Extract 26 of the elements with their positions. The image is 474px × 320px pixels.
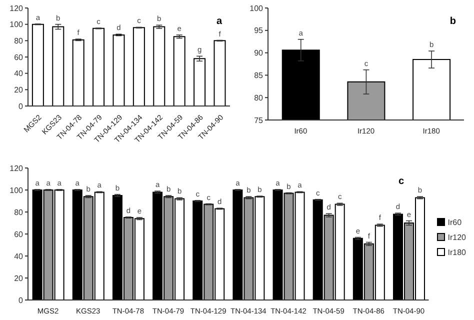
y-tick-label: 40 bbox=[14, 252, 24, 261]
y-tick-label: 80 bbox=[14, 208, 24, 217]
y-tick-label: 60 bbox=[14, 230, 24, 239]
y-tick-label: 20 bbox=[14, 86, 24, 95]
y-tick-label: 90 bbox=[254, 48, 264, 58]
y-tick-label: 100 bbox=[10, 186, 24, 195]
y-tick-label: 85 bbox=[254, 71, 264, 80]
y-tick-label: 80 bbox=[254, 93, 264, 102]
y-tick-label: 100 bbox=[10, 20, 24, 30]
y-tick-label: 60 bbox=[14, 52, 24, 62]
y-tick-label: 120 bbox=[10, 4, 24, 13]
legend-label: Ir180 bbox=[448, 248, 466, 256]
annotation: b bbox=[450, 16, 456, 27]
y-tick-label: 20 bbox=[14, 274, 24, 283]
annotation: a bbox=[216, 16, 222, 27]
y-tick-label: 80 bbox=[14, 36, 24, 46]
annotation: c bbox=[398, 176, 404, 187]
y-tick-label: 75 bbox=[254, 116, 264, 125]
y-tick-label: 120 bbox=[10, 164, 24, 173]
y-tick-label: 0 bbox=[18, 296, 24, 305]
y-tick-label: 95 bbox=[254, 26, 264, 36]
y-tick-label: 0 bbox=[18, 102, 24, 111]
legend-label: Ir120 bbox=[448, 232, 466, 242]
y-tick-label: 40 bbox=[14, 69, 24, 78]
y-tick-label: 100 bbox=[250, 4, 264, 13]
legend-label: Ir60 bbox=[448, 218, 462, 226]
